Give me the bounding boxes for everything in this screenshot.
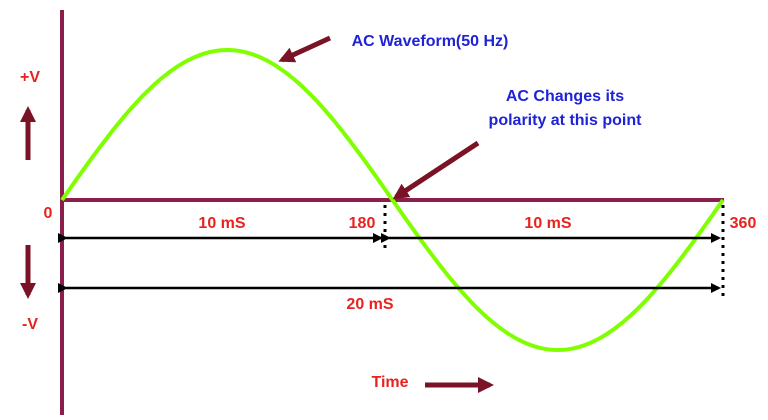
polarity-annotation: AC Changes its <box>506 88 624 105</box>
period-label: 10 mS <box>198 215 245 232</box>
angle-label: 360 <box>730 215 757 232</box>
period-label: 10 mS <box>524 215 571 232</box>
annotation-arrow <box>392 140 480 200</box>
plus-v-label: +V <box>20 69 40 86</box>
minus-v-label: -V <box>22 316 38 333</box>
zero-label: 0 <box>44 205 53 222</box>
waveform-annotation: AC Waveform(50 Hz) <box>352 33 509 50</box>
annotation-arrow <box>278 35 332 63</box>
polarity-annotation: polarity at this point <box>489 112 643 129</box>
sine-wave <box>60 47 725 353</box>
period-label: 20 mS <box>346 296 393 313</box>
time-label: Time <box>371 374 408 391</box>
angle-label: 180 <box>349 215 376 232</box>
